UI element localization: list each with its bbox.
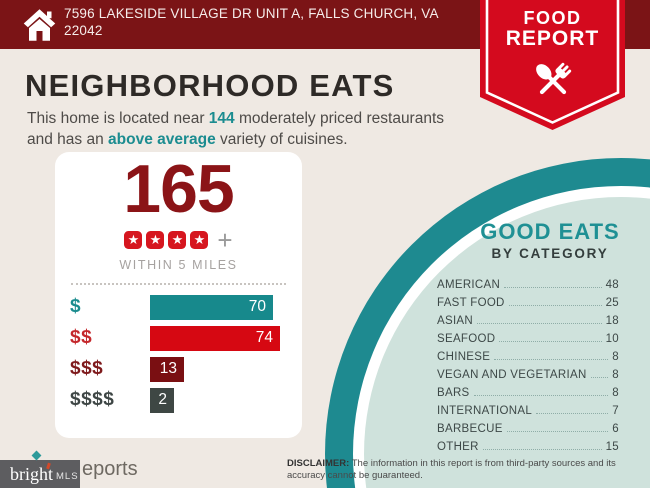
category-label: AMERICAN (437, 279, 501, 291)
category-row: AMERICAN 48 (437, 273, 619, 291)
disclaimer-text: The information in this report is from t… (287, 458, 616, 482)
house-icon (23, 9, 56, 41)
diamond-icon (31, 450, 42, 461)
bar-value: 13 (159, 360, 177, 378)
stars-row: ★ ★ ★ ★ + (55, 224, 302, 255)
bar-row: $ 70 (70, 294, 290, 320)
dotted-leader (499, 341, 602, 342)
within-miles-caption: WITHIN 5 MILES (119, 257, 238, 272)
bar: 13 (150, 356, 184, 382)
dotted-leader (504, 287, 602, 288)
disclaimer: DISCLAIMER: The information in this repo… (287, 458, 645, 483)
category-label: FAST FOOD (437, 297, 505, 309)
dotted-divider (71, 282, 286, 285)
category-label: VEGAN AND VEGETARIAN (437, 369, 587, 381)
bar-row: $$ 74 (70, 325, 290, 351)
category-label: INTERNATIONAL (437, 405, 533, 417)
bar-value: 74 (255, 329, 273, 347)
category-value: 15 (605, 441, 619, 453)
category-label: BARS (437, 387, 470, 399)
bar: 74 (150, 325, 280, 351)
logo-bright-text: bright (10, 463, 53, 484)
dotted-leader (494, 359, 609, 360)
logo-mls-text: MLS (56, 471, 79, 482)
category-label: ASIAN (437, 315, 474, 327)
ribbon-shape (480, 0, 625, 130)
address-line1: 7596 LAKESIDE VILLAGE DR UNIT A, FALLS C… (64, 6, 439, 21)
bar: 2 (150, 387, 174, 413)
category-value: 6 (612, 423, 619, 435)
bar-value: 70 (248, 298, 266, 316)
dotted-leader (536, 413, 609, 414)
good-eats-category-list: AMERICAN 48 FAST FOOD 25 ASIAN 18 SEAFOO… (437, 273, 619, 453)
restaurant-count: 165 (123, 151, 234, 227)
bar-value: 2 (158, 391, 167, 409)
star-icon: ★ (190, 230, 209, 249)
category-row: INTERNATIONAL 7 (437, 399, 619, 417)
plus-icon: + (217, 224, 233, 255)
subtitle-text: moderately priced restaurants and has an (27, 110, 445, 149)
dotted-leader (506, 431, 609, 432)
price-level-label: $$ (70, 327, 93, 349)
subtitle-text: variety of cuisines. (215, 131, 348, 149)
badge-label-report: REPORT (505, 27, 600, 50)
dotted-leader (473, 395, 609, 396)
food-report-badge: FOOD REPORT (480, 0, 625, 132)
restaurant-count-highlight: 144 (208, 110, 235, 127)
category-label: CHINESE (437, 351, 491, 363)
page-title: NEIGHBORHOOD EATS (25, 68, 395, 103)
category-row: ASIAN 18 (437, 309, 619, 327)
bar-row: $$$$ 2 (70, 387, 290, 413)
price-level-label: $$$$ (70, 389, 115, 411)
star-icon: ★ (124, 230, 143, 249)
category-value: 8 (612, 387, 619, 399)
price-level-bar-chart: $ 70 $$ 74 $$$ 13 $$$$ 2 (55, 294, 302, 413)
category-value: 18 (605, 315, 619, 327)
dotted-leader (482, 449, 602, 450)
star-icon: ★ (146, 230, 165, 249)
category-value: 8 (612, 369, 619, 381)
category-label: BARBECUE (437, 423, 503, 435)
disclaimer-label: DISCLAIMER: (287, 458, 350, 469)
star-icon: ★ (168, 230, 187, 249)
reports-partial-text: eports (82, 458, 138, 480)
spoon-fork-icon (535, 62, 571, 95)
good-eats-subtitle: BY CATEGORY (491, 246, 609, 261)
dotted-leader (477, 323, 602, 324)
restaurant-summary-card: 165 ★ ★ ★ ★ + WITHIN 5 MILES $ 70 $$ 74 $$$ … (55, 152, 302, 438)
category-value: 25 (605, 297, 619, 309)
category-value: 7 (612, 405, 619, 417)
brightmls-logo: bright MLS (0, 460, 80, 488)
category-row: FAST FOOD 25 (437, 291, 619, 309)
category-row: BARBECUE 6 (437, 417, 619, 435)
bar-row: $$$ 13 (70, 356, 290, 382)
page-subtitle: This home is located near 144 moderately… (27, 108, 472, 151)
category-row: VEGAN AND VEGETARIAN 8 (437, 363, 619, 381)
good-eats-title: GOOD EATS (480, 219, 620, 244)
price-level-label: $ (70, 296, 82, 318)
variety-highlight: above average (108, 131, 216, 149)
property-address: 7596 LAKESIDE VILLAGE DR UNIT A, FALLS C… (64, 6, 444, 40)
category-label: OTHER (437, 441, 479, 453)
dotted-leader (590, 377, 609, 378)
price-level-label: $$$ (70, 358, 104, 380)
bar: 70 (150, 294, 273, 320)
badge-label-food: FOOD (523, 8, 582, 28)
category-row: BARS 8 (437, 381, 619, 399)
subtitle-text: This home is located near (27, 110, 209, 127)
address-line2: 22042 (64, 22, 103, 38)
category-value: 48 (605, 279, 619, 291)
category-label: SEAFOOD (437, 333, 496, 345)
category-row: SEAFOOD 10 (437, 327, 619, 345)
category-row: OTHER 15 (437, 435, 619, 453)
category-value: 10 (605, 333, 619, 345)
dotted-leader (508, 305, 602, 306)
category-value: 8 (612, 351, 619, 363)
category-row: CHINESE 8 (437, 345, 619, 363)
